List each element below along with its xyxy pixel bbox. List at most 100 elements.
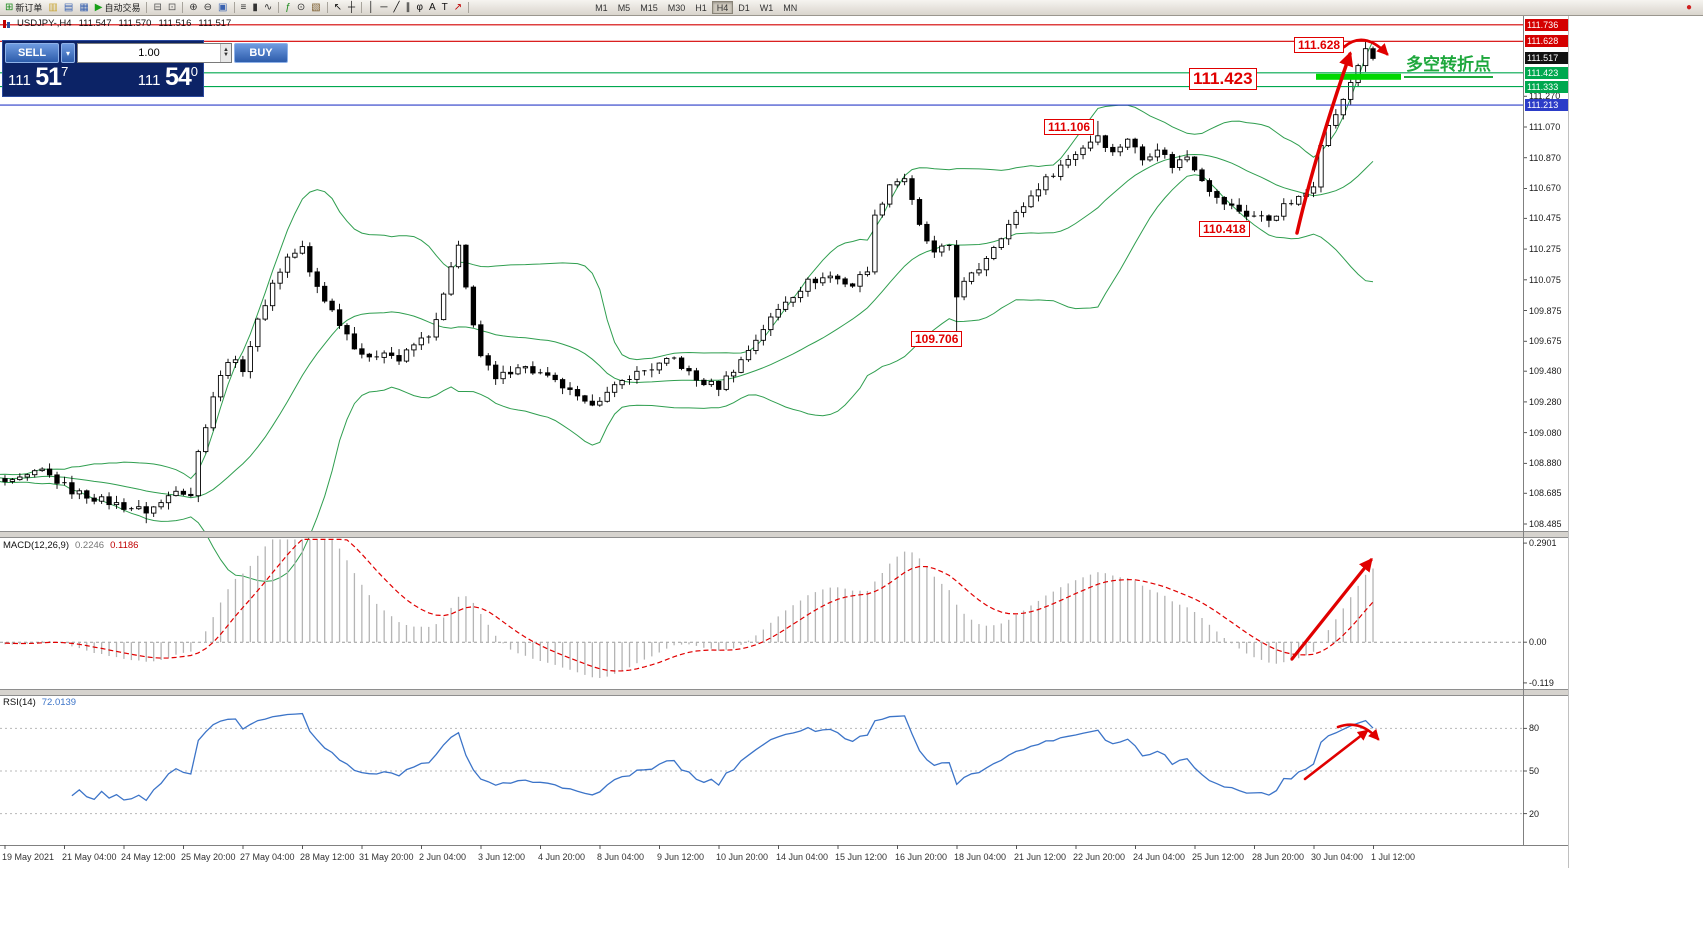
price-scale-label: 110.670	[1529, 183, 1561, 193]
price-tag-111.628[interactable]: 111.628	[1525, 35, 1568, 47]
price-scale-label: 108.685	[1529, 488, 1562, 498]
time-axis-label: 4 Jun 20:00	[538, 852, 586, 862]
notification-icon: ●	[1685, 1, 1692, 13]
bollinger-upper-band	[0, 40, 1374, 480]
price-annotation-box[interactable]: 110.418	[1199, 221, 1250, 238]
time-axis-label: 21 Jun 12:00	[1014, 852, 1067, 862]
tile-windows-icon: ▣	[218, 1, 228, 13]
trend-arrow[interactable]	[1342, 38, 1389, 56]
timeframe-w1-button[interactable]: W1	[759, 2, 774, 13]
profiles-icon[interactable]: ⊡	[165, 1, 179, 15]
rsi-scale-label: 80	[1529, 723, 1540, 733]
macd-scale-label: 0.00	[1529, 637, 1547, 647]
timeframe-m30-button[interactable]: M30	[667, 2, 686, 13]
line-chart-type-icon[interactable]: ∿	[261, 1, 275, 15]
market-watch-icon[interactable]: ▤	[61, 1, 76, 15]
zoom-out-icon[interactable]: ⊖	[201, 1, 215, 15]
price-scale-label: 109.280	[1529, 397, 1562, 407]
trade-controls-row: SELL ▾ ▲▼ BUY	[5, 43, 288, 63]
volume-stepper[interactable]: ▲ ▼	[220, 44, 231, 62]
toolbar-separator	[468, 2, 470, 13]
timeframe-m1-button[interactable]: M1	[595, 2, 608, 13]
timeframe-m15-button[interactable]: M15	[640, 2, 658, 13]
autotrade-button[interactable]: ▶ 自动交易	[92, 1, 144, 15]
one-click-trading-panel: SELL ▾ ▲▼ BUY 111 517 111 540	[2, 40, 288, 97]
text-icon[interactable]: A	[426, 1, 439, 15]
fibonacci-icon[interactable]: φ	[414, 1, 426, 15]
trend-arrow[interactable]	[1303, 729, 1369, 781]
chart-low: 111.516	[158, 18, 192, 29]
indicators-icon: ƒ	[285, 1, 291, 13]
macd-scale-label: -0.119	[1529, 678, 1554, 688]
stepper-up-icon[interactable]: ▲	[223, 47, 229, 53]
timeframe-m5-button[interactable]: M5	[617, 2, 631, 13]
templates-icon[interactable]: ▧	[308, 1, 323, 15]
price-scale-label: 108.880	[1529, 458, 1562, 468]
channel-icon[interactable]: ∥	[403, 1, 414, 15]
time-period-icon[interactable]: ⊙	[294, 1, 308, 15]
price-annotation-box[interactable]: 111.423	[1189, 68, 1257, 91]
market-watch-icon: ▤	[63, 1, 74, 13]
price-scale-label: 110.870	[1529, 153, 1561, 163]
price-tag-111.736[interactable]: 111.736	[1525, 19, 1568, 31]
price-tag-111.423[interactable]: 111.423	[1525, 67, 1568, 79]
trend-arrow[interactable]	[1336, 723, 1380, 741]
data-window-icon[interactable]: ▦	[76, 1, 91, 15]
indicators-icon[interactable]: ƒ	[282, 1, 294, 15]
toolbar-separator	[326, 2, 328, 13]
chart-list-icon: ▥	[48, 1, 58, 13]
candlestick-type-icon[interactable]: ▮	[249, 1, 261, 15]
price-scale-label: 111.070	[1529, 122, 1561, 132]
trend-arrow[interactable]	[1295, 51, 1354, 235]
price-annotation-box[interactable]: 111.106	[1044, 119, 1095, 136]
buy-button[interactable]: BUY	[234, 43, 288, 63]
stepper-down-icon[interactable]: ▼	[223, 52, 229, 58]
timeframe-h1-button[interactable]: H1	[695, 2, 707, 13]
bollinger-middle-band	[0, 153, 1374, 499]
vertical-line-icon: │	[368, 1, 375, 13]
price-tag-111.517[interactable]: 111.517	[1525, 52, 1568, 64]
time-axis-label: 27 May 04:00	[240, 852, 295, 862]
crosshair-icon[interactable]: ┼	[345, 1, 358, 15]
toolbar: ⊞ 新订单 ▥ ▤ ▦ ▶ 自动交易 ⊟ ⊡ ⊕ ⊖ ▣ ≡ ▮ ∿ ƒ ⊙ ▧ ↖ ┼ │ ─ ╱ ∥ φ A T ↗ M1 M5 M15…	[0, 0, 1703, 16]
new-chart-icon[interactable]: ⊟	[150, 1, 164, 15]
price-tag-111.333[interactable]: 111.333	[1525, 81, 1568, 93]
toolbar-separator	[146, 2, 148, 13]
time-axis-label: 15 Jun 12:00	[835, 852, 888, 862]
trend-arrow[interactable]	[1290, 557, 1373, 661]
zoom-in-icon[interactable]: ⊕	[186, 1, 200, 15]
trendline-icon[interactable]: ╱	[390, 1, 402, 15]
price-annotation-box[interactable]: 109.706	[911, 331, 963, 348]
support-zone-bar[interactable]	[1316, 73, 1401, 80]
timeframe-mn-button[interactable]: MN	[783, 2, 798, 13]
volume-dropdown-button[interactable]: ▾	[61, 43, 75, 63]
toolbar-separator	[182, 2, 184, 13]
price-tag-111.213[interactable]: 111.213	[1525, 99, 1568, 111]
rsi-value: 72.0139	[41, 697, 77, 708]
time-axis-label: 14 Jun 04:00	[776, 852, 829, 862]
turning-point-note[interactable]: 多空转折点	[1404, 50, 1493, 78]
autotrade-button-label: 自动交易	[104, 3, 141, 13]
vertical-line-icon[interactable]: │	[365, 1, 377, 15]
new-order-button-label: 新订单	[15, 3, 43, 13]
macd-histogram	[4, 539, 1374, 678]
candlestick-type-icon: ▮	[252, 1, 258, 13]
timeframe-h4-button[interactable]: H4	[711, 1, 734, 14]
bar-chart-type-icon[interactable]: ≡	[238, 1, 250, 15]
chart-list-icon[interactable]: ▥	[45, 1, 60, 15]
cursor-icon[interactable]: ↖	[331, 1, 345, 15]
new-order-button[interactable]: ⊞ 新订单	[2, 1, 45, 15]
horizontal-line-icon[interactable]: ─	[377, 1, 390, 15]
time-axis-label: 28 May 12:00	[300, 852, 355, 862]
timeframe-d1-button[interactable]: D1	[738, 2, 750, 13]
notification-icon[interactable]: ●	[1683, 1, 1695, 15]
rsi-scale-label: 50	[1529, 766, 1540, 776]
volume-input[interactable]	[78, 44, 220, 62]
tile-windows-icon[interactable]: ▣	[215, 1, 230, 15]
price-annotation-box[interactable]: 111.628	[1294, 37, 1345, 54]
macd-value-main: 0.2246	[75, 540, 105, 551]
sell-button[interactable]: SELL	[5, 43, 59, 63]
arrows-icon[interactable]: ↗	[451, 1, 465, 15]
label-icon[interactable]: T	[439, 1, 451, 15]
